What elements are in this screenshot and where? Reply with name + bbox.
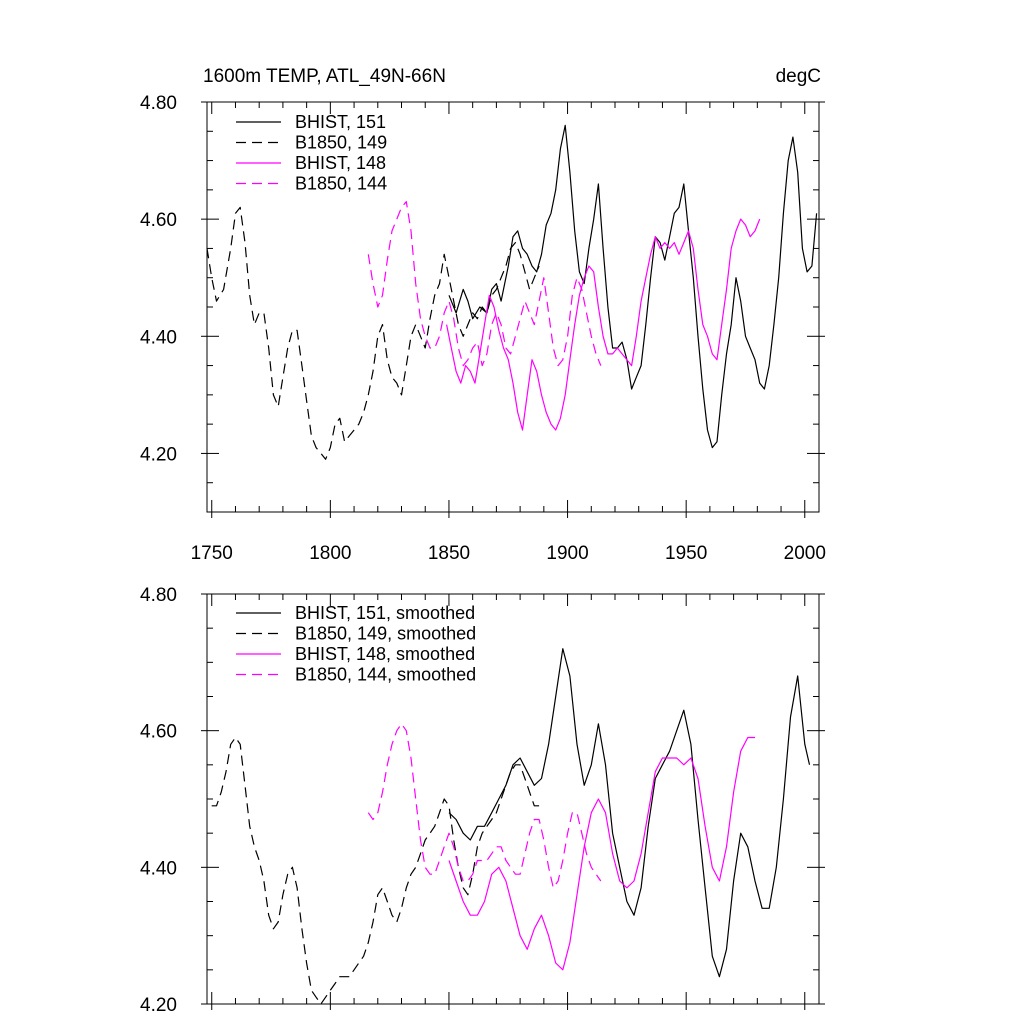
series-line [211,736,540,1005]
y-tick-label: 4.80 [140,93,177,114]
legend-label: BHIST, 151 [295,112,386,132]
series-line [367,723,602,889]
legend-label: B1850, 149 [295,133,387,153]
x-tick-label: 1800 [309,543,351,564]
legend-label: B1850, 144, smoothed [295,665,476,685]
x-tick-label: 1900 [546,543,588,564]
legend-label: B1850, 144 [295,174,387,194]
y-tick-label: 4.60 [140,210,177,231]
y-tick-label: 4.40 [140,858,177,879]
y-tick-label: 4.80 [140,585,177,606]
series-line [206,206,540,460]
legend-label: BHIST, 151, smoothed [295,603,475,623]
x-tick-label: 2000 [784,543,826,564]
series-line [448,648,811,978]
x-tick-label: 1850 [428,543,470,564]
units-label: degC [776,66,821,87]
series-line [367,201,602,367]
top-panel: 1600m TEMP, ATL_49N-66N degC 1750 1800 185… [140,66,826,564]
legend-label: B1850, 149, smoothed [295,624,476,644]
legend-label: BHIST, 148 [295,153,386,173]
series-line [448,124,818,449]
series-line [448,736,755,971]
chart-title: 1600m TEMP, ATL_49N-66N [203,66,446,87]
x-tick-label: 1950 [665,543,707,564]
series-line [446,218,761,431]
legend-label: BHIST, 148, smoothed [295,644,475,664]
x-tick-label: 1750 [191,543,233,564]
y-tick-label: 4.40 [140,327,177,348]
y-tick-label: 4.20 [140,444,177,465]
y-tick-label: 4.60 [140,722,177,743]
y-tick-label: 4.20 [140,995,177,1016]
